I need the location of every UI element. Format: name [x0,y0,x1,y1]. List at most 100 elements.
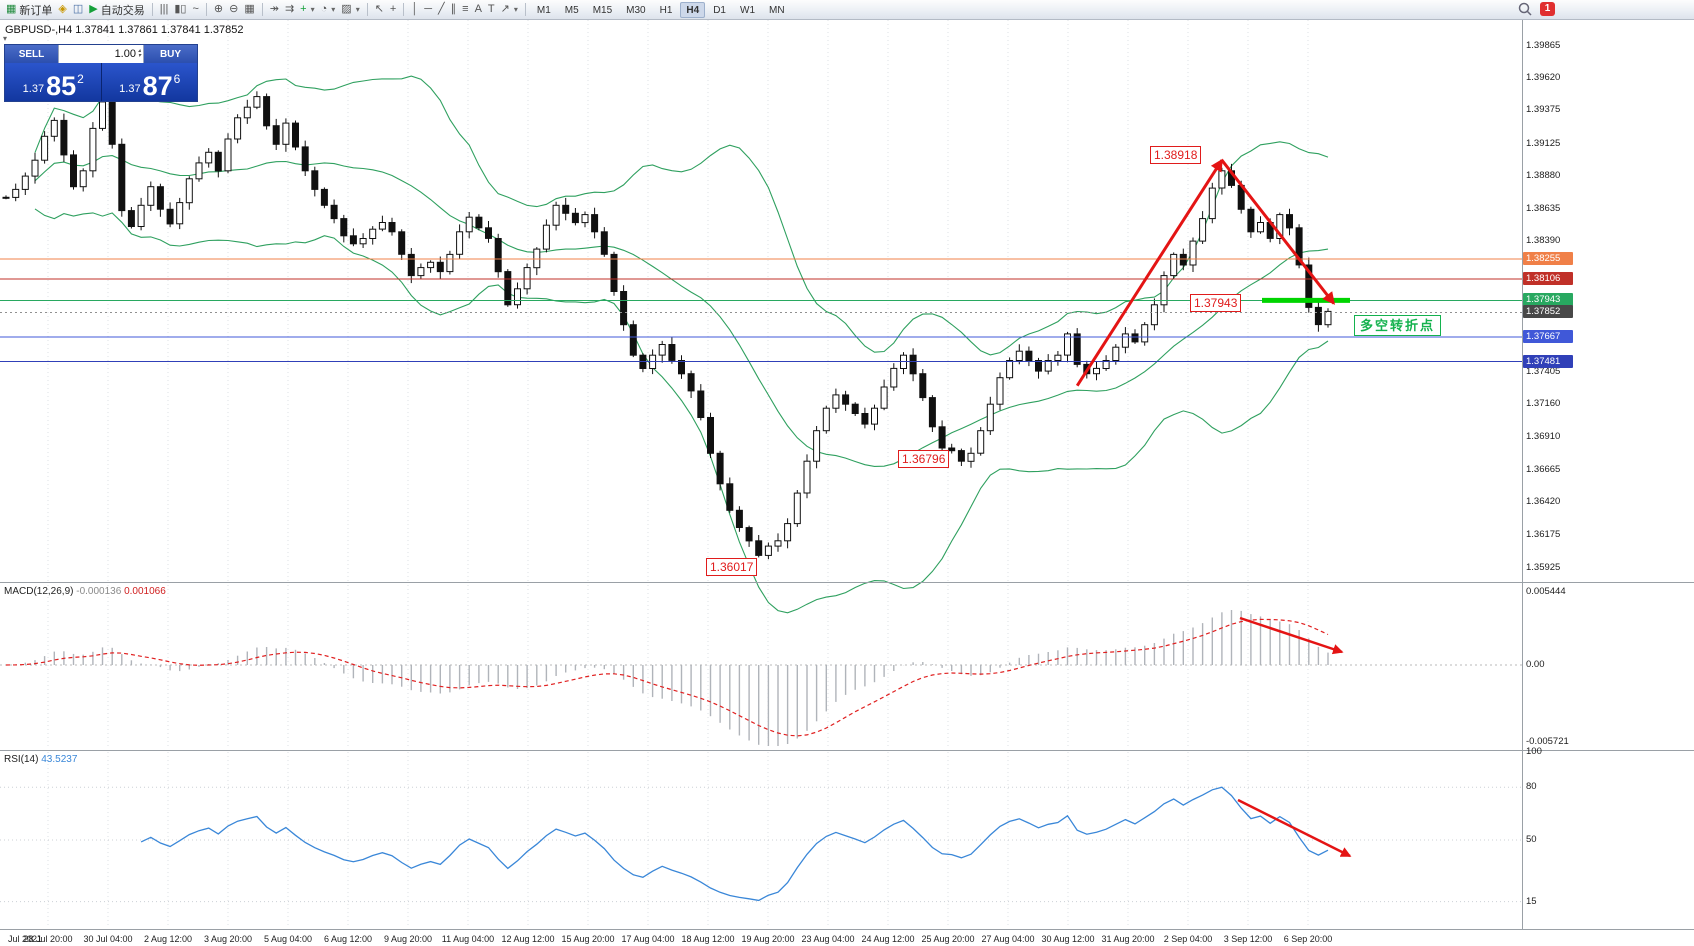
price-annotation-1.36017[interactable]: 1.36017 [706,558,758,576]
chart-profiles-icon[interactable]: ◈ [58,3,67,15]
price-annotation-1.38918[interactable]: 1.38918 [1150,146,1202,164]
toolbar-right-group: 1 [1518,2,1555,16]
tile-windows-icon[interactable]: ▦ [244,3,255,15]
text-label-icon[interactable]: T [487,3,495,15]
bar-chart-icon[interactable]: ||| [159,3,169,15]
vertical-line-icon[interactable]: │ [411,3,419,15]
macd-arrow[interactable] [1239,616,1344,655]
price-tick-1.36420: 1.36420 [1526,496,1561,508]
timeframe-H1[interactable]: H1 [659,4,673,16]
price-badge-1.38255: 1.38255 [1523,252,1573,265]
time-label: 6 Aug 12:00 [323,934,373,944]
indicators-list-icon[interactable]: + ▾ [300,3,315,15]
price-tick-1.38635: 1.38635 [1526,202,1561,214]
sell-button[interactable]: SELL [5,45,58,63]
candlestick-chart-icon[interactable]: ▮▯ [174,3,187,15]
timeframe-M1[interactable]: M1 [536,4,551,16]
rsi-tick-100: 100 [1526,746,1542,757]
volume-value: 1.00 [114,48,136,60]
time-label: 30 Jul 04:00 [83,934,133,944]
turning-point-note[interactable]: 多空转折点 [1354,315,1442,336]
rsi-tick-50: 50 [1526,834,1537,845]
periods-icon[interactable]: ◔ ▾ [320,3,336,15]
text-icon[interactable]: A [474,3,482,15]
arrows-tool-icon[interactable]: ↗ ▾ [500,3,518,15]
trendline-icon[interactable]: ╱ [438,3,445,15]
rsi-tick-15: 15 [1526,895,1537,907]
price-tick-1.37405: 1.37405 [1526,365,1561,377]
templates-icon[interactable]: ▨ ▾ [341,3,360,15]
rsi-arrow[interactable] [1237,798,1352,858]
time-label: 18 Aug 12:00 [681,934,735,944]
crosshair-icon[interactable]: + [389,3,397,15]
buy-button[interactable]: BUY [144,45,197,63]
equidistant-channel-icon[interactable]: ∥ [450,3,457,15]
time-label: 3 Aug 20:00 [203,934,253,944]
time-label: 27 Aug 04:00 [981,934,1035,944]
autotrade-button[interactable]: ▶ 自动交易 [89,3,145,17]
timeframe-M15[interactable]: M15 [592,4,613,16]
volume-increase-icon[interactable]: ▴ [137,48,141,54]
time-label: 3 Sep 12:00 [1223,934,1273,944]
toolbar-separator [261,3,263,16]
zoom-in-icon[interactable]: ⊕ [213,3,224,15]
time-label: 31 Aug 20:00 [1101,934,1155,944]
timeframe-M5[interactable]: M5 [564,4,579,16]
trend-arrow-down[interactable] [1220,159,1335,305]
price-tick-1.37160: 1.37160 [1526,398,1561,410]
price-badge-1.38106: 1.38106 [1523,271,1573,285]
volume-input[interactable]: 1.00 ▴ ▾ [58,45,144,63]
toolbar: ▦ 新订单 ◈ ◫ ▶ 自动交易 ||| ▮▯ ~ ⊕ ⊖ ▦ ↠ ⇉ + ▾ ◔ ▾ ▨ ▾ ↖ + │ ─ ╱ ∥ ≡ A T ↗ ▾ M… [0,0,1694,20]
time-label: 28 Jul 20:00 [23,934,73,944]
sell-price-digits: 85 [46,71,77,102]
fibonacci-icon[interactable]: ≡ [462,3,469,15]
one-click-panel-toggle[interactable]: ▾ [3,34,8,43]
toolbar-separator [366,3,368,16]
buy-price-display[interactable]: 1.37 87 6 [101,63,197,102]
timeframe-D1[interactable]: D1 [713,4,726,16]
toolbar-separator [403,3,405,16]
timeframe-H4[interactable]: H4 [680,1,706,18]
price-badge-1.37852: 1.37852 [1523,305,1573,319]
auto-scroll-icon[interactable]: ↠ [269,3,279,15]
symbol-ohlc-line: GBPUSD-,H4 1.37841 1.37861 1.37841 1.378… [5,24,244,36]
macd-label: MACD(12,26,9) -0.000136 0.001066 [4,586,166,597]
price-annotation-1.36796[interactable]: 1.36796 [898,450,950,468]
panel-separators [0,20,1694,930]
time-label: 17 Aug 04:00 [621,934,675,944]
price-badge-1.37481: 1.37481 [1523,354,1573,368]
time-label: 12 Aug 12:00 [501,934,555,944]
price-tick-1.38880: 1.38880 [1526,170,1561,182]
volume-decrease-icon[interactable]: ▾ [137,53,141,59]
trend-arrow-up[interactable] [1075,158,1224,387]
line-chart-icon[interactable]: ~ [192,3,199,15]
timeframe-M30[interactable]: M30 [626,4,646,16]
macd-signal-line [5,618,1329,737]
new-order-button[interactable]: ▦ 新订单 [6,3,53,17]
cursor-icon[interactable]: ↖ [374,3,384,15]
macd-tick-0.005444: 0.005444 [1526,586,1566,597]
search-icon[interactable] [1518,2,1532,16]
price-tick-1.39865: 1.39865 [1526,39,1561,51]
market-watch-icon[interactable]: ◫ [72,3,84,15]
zoom-out-icon[interactable]: ⊖ [229,3,239,15]
time-label: Jul 2021 [8,934,43,944]
time-label: 19 Aug 20:00 [741,934,795,944]
sell-price-display[interactable]: 1.37 85 2 [5,63,101,101]
chart-shift-icon[interactable]: ⇉ [284,3,295,15]
time-label: 15 Aug 20:00 [561,934,615,944]
sell-price-prefix: 1.37 [22,83,45,95]
toolbar-separator [524,3,526,16]
timeframe-MN[interactable]: MN [769,4,785,16]
price-annotation-1.37943[interactable]: 1.37943 [1190,294,1242,312]
timeframe-W1[interactable]: W1 [740,4,755,16]
time-label: 5 Aug 04:00 [263,934,313,944]
bollinger-bands [34,75,1329,614]
horizontal-line-icon[interactable]: ─ [424,3,433,15]
notification-badge[interactable]: 1 [1540,2,1555,16]
buy-price-digits: 87 [142,71,173,102]
time-label: 2 Sep 04:00 [1163,934,1213,944]
